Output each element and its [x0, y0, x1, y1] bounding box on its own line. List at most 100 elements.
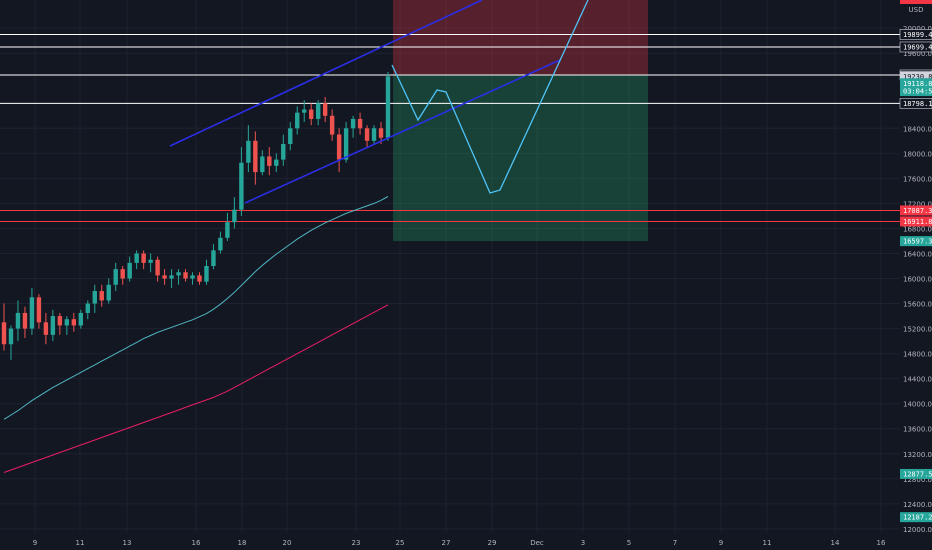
candle-body	[169, 275, 174, 279]
candle-body	[71, 319, 77, 326]
x-tick-label: Dec	[530, 539, 544, 547]
candle-body	[78, 312, 83, 326]
candle-body	[57, 316, 63, 326]
price-badge-label: 12877.54	[903, 470, 932, 478]
stop-loss-zone	[393, 0, 648, 75]
y-tick-label: 12400.00	[903, 501, 932, 509]
candle-body	[50, 316, 56, 335]
candle-body	[1, 322, 7, 345]
price-badge	[900, 71, 932, 82]
level-badge-label: 19899.42	[903, 31, 932, 39]
level-badge-label: 17087.31	[903, 207, 932, 215]
candle-body	[64, 319, 70, 326]
drawings	[169, 0, 589, 204]
candle-body	[176, 272, 181, 276]
trade-zones	[393, 0, 648, 242]
price-badges: 19899.4219699.4019252.2318798.1617087.31…	[899, 29, 932, 523]
candle-body	[113, 269, 118, 285]
y-tick-label: 17200.00	[903, 200, 932, 208]
candle-body	[15, 312, 21, 329]
price-badge	[900, 236, 932, 247]
x-tick-label: 29	[488, 539, 497, 547]
candle-body	[43, 322, 49, 335]
price-badge-label: 19230.87	[903, 73, 932, 81]
level-badge	[899, 29, 932, 40]
candle-body	[302, 109, 307, 113]
y-tick-label: 15200.00	[903, 326, 932, 334]
y-tick-label: 13600.00	[903, 426, 932, 434]
x-tick-label: 7	[673, 539, 677, 547]
y-tick-label: 15600.00	[903, 301, 932, 309]
candle-body	[211, 250, 216, 266]
y-tick-label: 18000.00	[903, 150, 932, 158]
level-badge-label: 18798.16	[903, 100, 932, 108]
level-badge-label: 19699.40	[903, 43, 932, 51]
y-tick-label: 14400.00	[903, 376, 932, 384]
x-tick-label: 13	[123, 539, 132, 547]
candle-body	[197, 275, 202, 282]
candle-body	[183, 272, 188, 279]
candle-body	[309, 109, 314, 119]
y-tick-label: 16800.00	[903, 225, 932, 233]
y-tick-label: 18400.00	[903, 125, 932, 133]
level-badge-label: 16911.89	[903, 218, 932, 226]
candle-body	[322, 103, 328, 116]
candle-body	[343, 128, 349, 160]
currency-label: USD	[909, 6, 924, 14]
price-badge-label: 19118.87	[903, 80, 932, 88]
y-tick-label: 16000.00	[903, 276, 932, 284]
candle-body	[246, 140, 251, 163]
candle-body	[92, 291, 97, 304]
candle-body	[120, 269, 125, 279]
x-tick-label: 5	[627, 539, 631, 547]
x-tick-label: 14	[831, 539, 840, 547]
x-tick-label: 25	[396, 539, 405, 547]
horizontal-levels	[0, 33, 900, 222]
y-tick-label: 14000.00	[903, 401, 932, 409]
price-badge	[900, 78, 932, 89]
x-tick-label: 23	[352, 539, 361, 547]
candle-body	[204, 266, 209, 282]
moving-averages	[3, 196, 389, 473]
x-tick-label: 20	[283, 539, 292, 547]
candle-body	[329, 115, 335, 135]
time-axis[interactable]	[0, 532, 900, 550]
time-axis-ticks: 9 11 13 16 18 20 23 25 27 29 Dec 3 5 7 9 11 14 16	[33, 539, 886, 547]
candle-body	[315, 103, 321, 119]
take-profit-zone	[393, 74, 648, 242]
currency-badge: USD	[900, 0, 932, 14]
price-badge-label: 03:04:58	[903, 88, 932, 96]
candle-body	[162, 275, 167, 279]
candle-body	[253, 140, 258, 173]
x-tick-label: 9	[719, 539, 723, 547]
price-badge-label: 16597.36	[903, 238, 932, 246]
x-tick-label: 3	[581, 539, 585, 547]
x-tick-label: 11	[76, 539, 85, 547]
candle-body	[22, 312, 28, 329]
candle-body	[134, 253, 139, 263]
x-tick-label: 11	[763, 539, 772, 547]
price-badge	[900, 512, 932, 523]
candle-body	[357, 118, 363, 129]
candle-body	[371, 128, 377, 141]
candle-body	[106, 284, 111, 301]
x-tick-label: 9	[33, 539, 37, 547]
projection-path	[391, 0, 589, 194]
channel-line	[244, 59, 561, 204]
candle-body	[8, 328, 14, 345]
candle-body	[350, 118, 356, 129]
price-badge	[900, 86, 932, 97]
level-badge	[899, 98, 932, 109]
candle-body	[29, 297, 35, 329]
candle-body	[155, 259, 160, 276]
candle-body	[385, 76, 391, 138]
level-badge	[900, 216, 932, 227]
y-tick-label: 12800.00	[903, 476, 932, 484]
candle-body	[127, 262, 132, 279]
candle-body	[99, 291, 104, 301]
price-badge	[900, 468, 932, 479]
y-tick-label: 13200.00	[903, 451, 932, 459]
candle-body	[295, 112, 300, 129]
